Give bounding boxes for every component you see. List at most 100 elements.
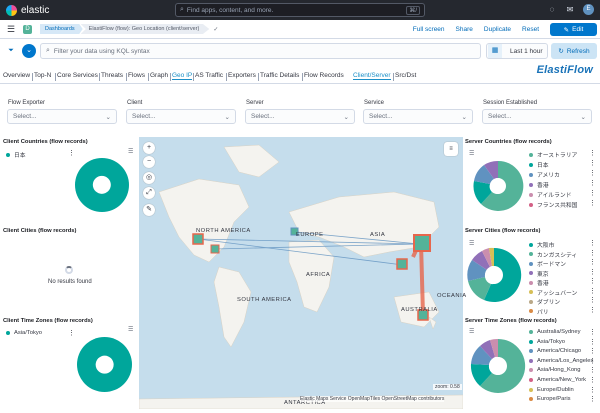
legend-options-icon[interactable]: ⋮	[589, 348, 596, 356]
client-countries-donut[interactable]	[75, 158, 129, 212]
tab-traffic-details[interactable]: Traffic Details	[260, 72, 300, 79]
tab-geo-ip[interactable]: Geo IP	[172, 72, 193, 80]
tab-as-traffic[interactable]: AS Traffic	[195, 72, 224, 79]
tab-exporters[interactable]: Exporters	[228, 72, 256, 79]
server-select[interactable]: Select... ⌄	[245, 109, 355, 124]
legend-options-icon[interactable]: ⋮	[589, 240, 596, 247]
legend-options-icon[interactable]: ⋮	[589, 190, 596, 197]
client-select[interactable]: Select... ⌄	[126, 109, 236, 124]
legend-options-icon[interactable]: ⋮	[589, 150, 596, 157]
legend-options-icon[interactable]: ⋮	[68, 150, 75, 157]
refresh-button[interactable]: ↻ Refresh	[551, 43, 597, 59]
reset-button[interactable]: Reset	[522, 26, 539, 33]
server-countries-donut[interactable]	[472, 160, 524, 212]
legend-options-icon[interactable]: ⋮	[589, 396, 596, 404]
legend-item[interactable]: Europe/Dublin	[529, 387, 574, 393]
zoom-in-button[interactable]: +	[143, 142, 155, 154]
legend-item[interactable]: Asia/Tokyo	[529, 339, 565, 345]
full-screen-button[interactable]: Full screen	[412, 26, 445, 33]
legend-item[interactable]: 東京	[529, 269, 549, 278]
tab-top-n[interactable]: Top-N	[34, 72, 52, 79]
edit-button[interactable]: ✎ Edit	[550, 23, 597, 36]
legend-item[interactable]: 香港	[529, 278, 549, 287]
legend-toggle-icon[interactable]: ☰	[469, 241, 475, 247]
legend-options-icon[interactable]: ⋮	[589, 249, 596, 257]
tab-flow-records[interactable]: Flow Records	[304, 72, 344, 79]
geo-map[interactable]	[139, 137, 463, 409]
zoom-out-button[interactable]: −	[143, 156, 155, 168]
tab-overview[interactable]: Overview	[3, 72, 31, 79]
legend-item[interactable]: ダブリン	[529, 297, 560, 306]
legend-options-icon[interactable]: ⋮	[68, 330, 75, 337]
draw-tool-button[interactable]: ✎	[143, 204, 155, 216]
legend-item[interactable]: America/Chicago	[529, 348, 581, 354]
tab-threats[interactable]: Threats	[101, 72, 124, 79]
legend-options-icon[interactable]: ⋮	[589, 338, 596, 346]
space-avatar[interactable]: D	[23, 24, 32, 34]
legend-options-icon[interactable]: ⋮	[589, 287, 596, 295]
menu-icon[interactable]: ☰	[7, 23, 16, 34]
breadcrumb-dashboards[interactable]: Dashboards	[40, 24, 83, 34]
legend-item[interactable]: カンガスシティ	[529, 250, 577, 259]
fit-bounds-button[interactable]: ⤢	[143, 187, 155, 199]
kql-search-input[interactable]: ⌕ Filter your data using KQL syntax	[40, 43, 481, 59]
legend-item[interactable]: Asia/Hong_Kong	[529, 367, 581, 373]
legend-item[interactable]: 香港	[529, 180, 549, 189]
legend-item[interactable]: Asia/Tokyo	[6, 330, 42, 336]
legend-toggle-icon[interactable]: ☰	[469, 151, 475, 157]
legend-options-icon[interactable]: ⋮	[589, 268, 596, 276]
calendar-icon[interactable]: ▦	[488, 44, 502, 58]
tab-graph[interactable]: Graph	[150, 72, 169, 79]
legend-options-icon[interactable]: ⋮	[589, 297, 596, 304]
legend-item[interactable]: アイルランド	[529, 190, 572, 199]
legend-options-icon[interactable]: ⋮	[589, 306, 596, 314]
legend-item[interactable]: アッシュバーン	[529, 288, 577, 297]
elastic-logo[interactable]: elastic	[6, 4, 49, 16]
global-search-input[interactable]: ⌕ Find apps, content, and more. ⌘/	[175, 3, 425, 17]
flow-exporter-select[interactable]: Select... ⌄	[7, 109, 117, 124]
server-time-zones-donut[interactable]	[470, 338, 526, 394]
date-picker[interactable]: ▦ Last 1 hour	[486, 43, 548, 59]
legend-options-icon[interactable]: ⋮	[589, 259, 596, 266]
legend-options-icon[interactable]: ⋮	[589, 377, 596, 384]
user-avatar[interactable]: E	[583, 4, 594, 15]
tab-core-services[interactable]: Core Services	[57, 72, 98, 79]
layer-control-button[interactable]: ≡	[444, 142, 458, 156]
compass-button[interactable]: ◎	[143, 172, 155, 184]
legend-options-icon[interactable]: ⋮	[589, 160, 596, 167]
filter-icon[interactable]: ⏷	[8, 47, 14, 54]
server-cities-donut[interactable]	[466, 247, 522, 303]
legend-item[interactable]: 大阪市	[529, 240, 554, 249]
tab-flows[interactable]: Flows	[128, 72, 145, 79]
legend-item[interactable]: オーストラリア	[529, 150, 577, 159]
legend-item[interactable]: アメリカ	[529, 170, 560, 179]
newsfeed-icon[interactable]: ✉	[566, 4, 574, 14]
legend-item[interactable]: Europe/Paris	[529, 396, 571, 402]
tab-src-dst[interactable]: Src/Dst	[395, 72, 417, 79]
legend-options-icon[interactable]: ⋮	[589, 180, 596, 187]
legend-toggle-icon[interactable]: ☰	[128, 327, 134, 333]
legend-options-icon[interactable]: ⋮	[589, 278, 596, 285]
legend-item[interactable]: フランス共和国	[529, 200, 577, 209]
client-time-zones-donut[interactable]	[77, 337, 132, 392]
legend-item[interactable]: パリ	[529, 307, 549, 316]
legend-item[interactable]: Australia/Sydney	[529, 329, 581, 335]
legend-item[interactable]: ボードマン	[529, 259, 566, 268]
legend-item[interactable]: America/Los_Angeles	[529, 358, 593, 364]
session-established-select[interactable]: Select... ⌄	[482, 109, 592, 124]
service-select[interactable]: Select... ⌄	[363, 109, 473, 124]
legend-item[interactable]: America/New_York	[529, 377, 586, 383]
tab-client-server[interactable]: Client/Server	[353, 72, 391, 80]
duplicate-button[interactable]: Duplicate	[483, 26, 512, 33]
share-button[interactable]: Share	[455, 26, 473, 33]
legend-options-icon[interactable]: ⋮	[589, 329, 596, 336]
legend-options-icon[interactable]: ⋮	[589, 200, 596, 207]
legend-toggle-icon[interactable]: ☰	[128, 149, 134, 155]
filter-menu-toggle[interactable]: ⌄	[22, 44, 36, 58]
legend-item[interactable]: 日本	[6, 150, 26, 159]
legend-options-icon[interactable]: ⋮	[589, 367, 596, 375]
legend-options-icon[interactable]: ⋮	[589, 357, 596, 365]
legend-options-icon[interactable]: ⋮	[589, 386, 596, 394]
legend-options-icon[interactable]: ⋮	[589, 170, 596, 177]
help-icon[interactable]: ◌	[549, 4, 555, 14]
